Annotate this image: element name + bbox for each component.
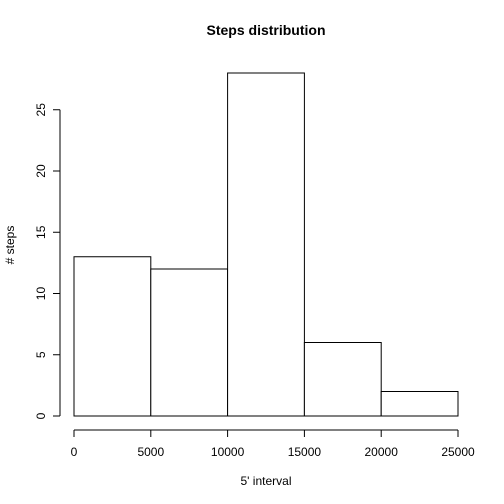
chart-title: Steps distribution: [207, 22, 326, 38]
bars-group: [73, 72, 459, 417]
x-axis: 0 5000 10000 15000 20000 25000: [71, 429, 475, 459]
x-tick-label-4: 20000: [365, 445, 399, 459]
bar-3: [303, 342, 382, 417]
bar-0: [73, 256, 152, 417]
y-tick-label-3: 15: [34, 225, 48, 239]
x-tick-label-2: 10000: [211, 445, 245, 459]
x-tick-label-3: 15000: [288, 445, 322, 459]
x-tick-label-0: 0: [71, 445, 78, 459]
bar-2: [227, 72, 305, 417]
x-tick-label-5: 25000: [441, 445, 475, 459]
y-axis-label: # steps: [3, 226, 17, 265]
x-tick-label-1: 5000: [137, 445, 164, 459]
y-tick-label-2: 10: [34, 287, 48, 301]
y-axis: 0 5 10 15 20 25: [34, 103, 61, 419]
y-tick-label-0: 0: [34, 412, 48, 419]
y-tick-label-1: 5: [34, 351, 48, 358]
bar-4: [380, 391, 459, 417]
y-tick-label-5: 25: [34, 103, 48, 117]
x-axis-label: 5' interval: [241, 474, 292, 488]
bar-1: [150, 268, 229, 417]
y-tick-label-4: 20: [34, 164, 48, 178]
